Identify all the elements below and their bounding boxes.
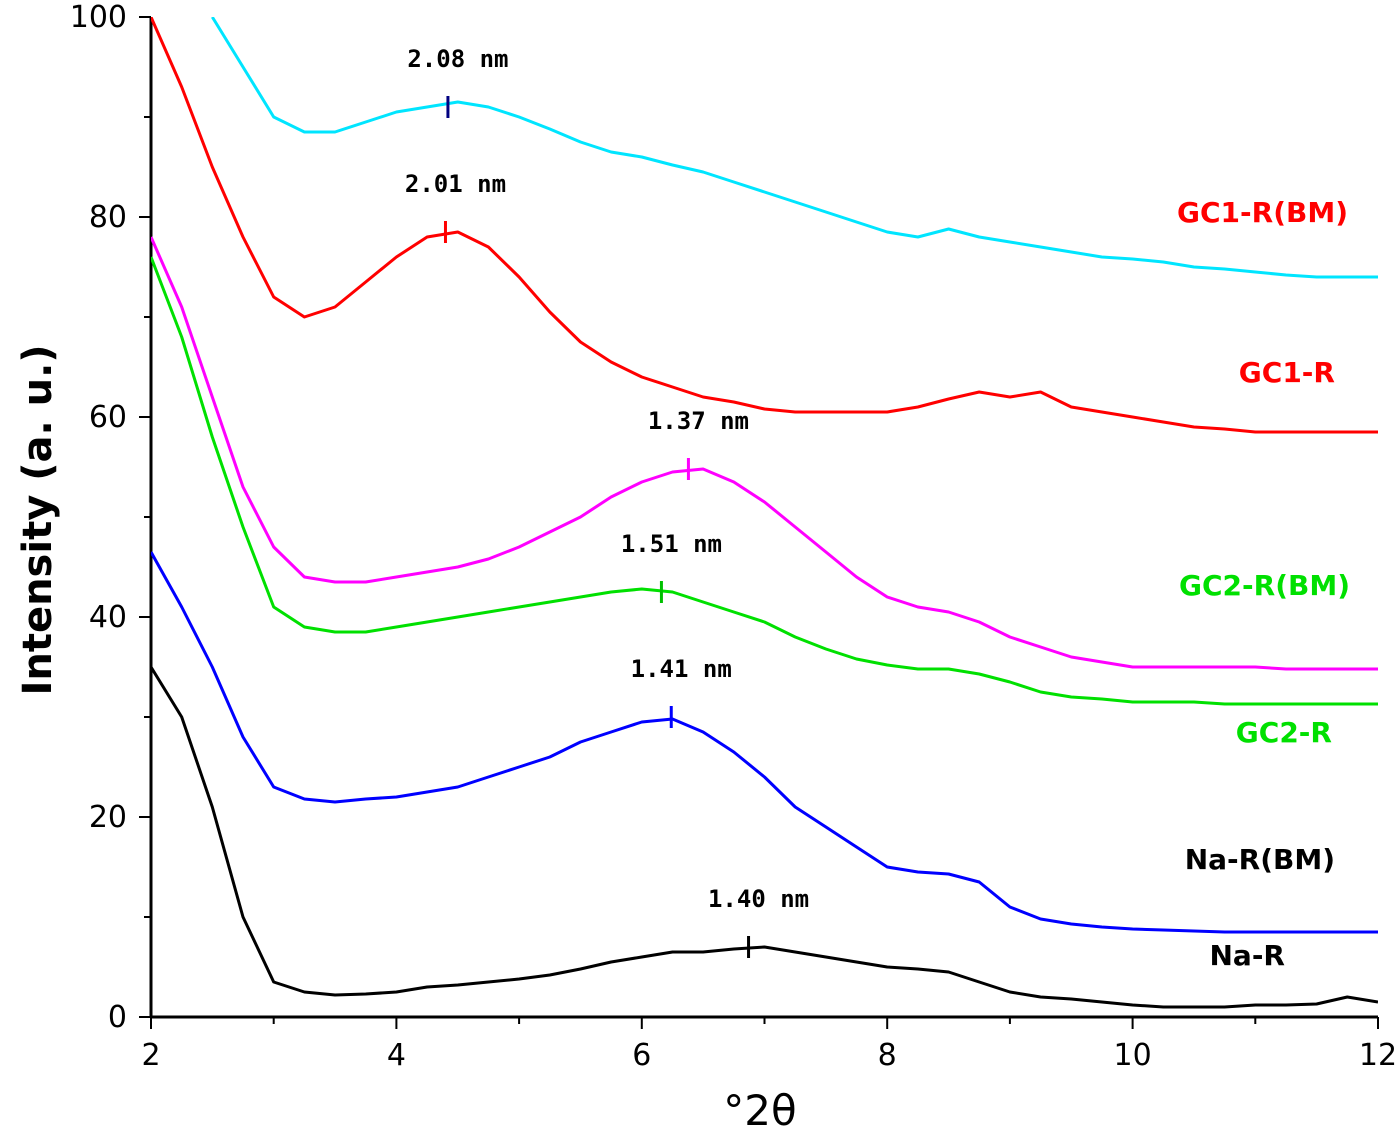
series-line xyxy=(151,236,1378,671)
x-axis-title: °2θ xyxy=(723,1086,796,1135)
x-tick-label: 4 xyxy=(387,1038,406,1073)
y-tick-label: 20 xyxy=(89,800,127,835)
y-tick-label: 40 xyxy=(89,600,127,635)
peak-label: 1.40 nm xyxy=(708,885,809,913)
y-axis-title: Intensity (a. u.) xyxy=(15,344,61,695)
series-label: GC1-R(BM) xyxy=(1177,196,1348,229)
x-tick-label: 2 xyxy=(141,1038,160,1073)
y-tick-label: 0 xyxy=(108,1000,127,1035)
x-tick-label: 10 xyxy=(1114,1038,1152,1073)
series-label: GC1-R xyxy=(1239,356,1335,389)
y-tick-label: 60 xyxy=(89,400,127,435)
peak-label: 2.01 nm xyxy=(405,170,506,198)
series-label: Na-R xyxy=(1209,939,1285,972)
peak-label: 1.37 nm xyxy=(648,407,749,435)
plot-area xyxy=(151,17,1378,1009)
y-tick-label: 100 xyxy=(70,0,127,35)
series-line xyxy=(151,256,1378,706)
series-label: Na-R(BM) xyxy=(1185,843,1335,876)
series-line xyxy=(151,551,1378,934)
peak-label: 1.41 nm xyxy=(631,655,732,683)
series-label: GC2-R(BM) xyxy=(1179,569,1350,602)
series-line xyxy=(151,666,1378,1009)
x-tick-label: 12 xyxy=(1359,1038,1397,1073)
x-tick-label: 8 xyxy=(878,1038,897,1073)
peak-label: 2.08 nm xyxy=(407,45,508,73)
series-line xyxy=(151,17,1378,434)
series-line xyxy=(211,17,1378,279)
series-label: GC2-R xyxy=(1236,716,1332,749)
peak-label: 1.51 nm xyxy=(621,530,722,558)
y-tick-label: 80 xyxy=(89,200,127,235)
x-tick-label: 6 xyxy=(632,1038,651,1073)
